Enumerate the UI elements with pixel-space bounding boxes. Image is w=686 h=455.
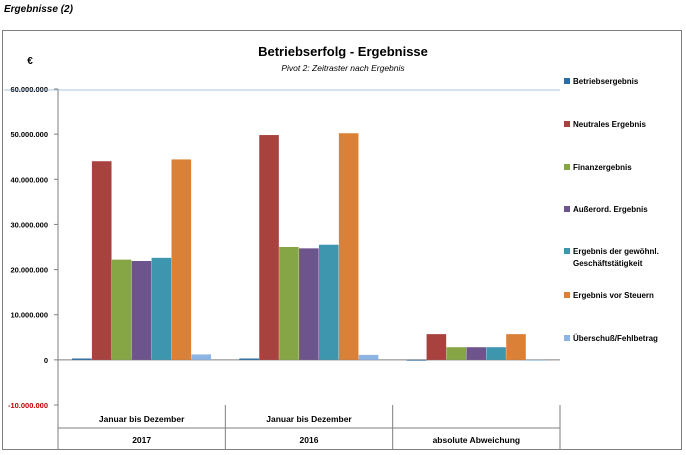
legend-swatch xyxy=(564,164,570,170)
legend-swatch xyxy=(564,78,570,84)
category-label: Januar bis Dezember xyxy=(266,414,352,424)
bar xyxy=(151,257,172,360)
bar xyxy=(446,347,467,360)
bar xyxy=(406,359,427,361)
bar xyxy=(111,259,132,360)
y-tick-label: -10.000.000 xyxy=(8,401,48,410)
bar xyxy=(358,354,379,360)
bar xyxy=(299,248,319,360)
legend-swatch xyxy=(564,206,570,212)
chart-title: Betriebserfolg - Ergebnisse xyxy=(258,44,428,59)
bar xyxy=(466,347,486,360)
legend-label: Ergebnis vor Steuern xyxy=(573,291,654,300)
bar xyxy=(131,260,152,360)
category-label: 2016 xyxy=(300,435,319,445)
bar xyxy=(486,347,506,360)
category-label: Januar bis Dezember xyxy=(99,414,185,424)
bar xyxy=(318,244,339,360)
y-tick-label: 10.000.000 xyxy=(10,311,48,320)
bar xyxy=(279,247,299,360)
chart-frame xyxy=(2,30,682,450)
legend-label: Außerord. Ergebnis xyxy=(573,205,648,214)
bar xyxy=(426,334,447,360)
y-tick-label: 50.000.000 xyxy=(10,130,48,139)
legend-swatch xyxy=(564,248,570,254)
bar xyxy=(191,354,212,360)
legend-swatch xyxy=(564,335,570,341)
y-axis-label: € xyxy=(27,56,33,67)
category-label: absolute Abweichung xyxy=(433,435,521,445)
legend-label: Betriebsergebnis xyxy=(573,77,639,86)
y-tick-label: 30.000.000 xyxy=(10,220,48,229)
bar xyxy=(338,133,359,360)
bar xyxy=(72,358,92,360)
bar xyxy=(506,334,526,360)
legend-label: Neutrales Ergebnis xyxy=(573,120,646,129)
y-tick-label: 60.000.000 xyxy=(10,85,48,94)
bar xyxy=(259,135,279,360)
page-title: Ergebnisse (2) xyxy=(4,4,73,15)
legend-label: Ergebnis der gewöhnl. xyxy=(573,247,659,256)
y-tick-label: 40.000.000 xyxy=(10,175,48,184)
legend-label: Geschäftstätigkeit xyxy=(573,259,643,268)
category-label: 2017 xyxy=(132,435,151,445)
bar xyxy=(171,159,192,360)
chart-subtitle: Pivot 2: Zeitraster nach Ergebnis xyxy=(281,63,405,73)
bar xyxy=(239,358,259,360)
y-tick-label: 20.000.000 xyxy=(10,266,48,275)
bar xyxy=(526,359,546,361)
y-tick-label: 0 xyxy=(44,356,48,365)
legend-label: Finanzergebnis xyxy=(573,163,632,172)
legend-swatch xyxy=(564,121,570,127)
legend-swatch xyxy=(564,292,570,298)
bar xyxy=(91,161,112,360)
legend-label: Überschuß/Fehlbetrag xyxy=(573,334,658,343)
